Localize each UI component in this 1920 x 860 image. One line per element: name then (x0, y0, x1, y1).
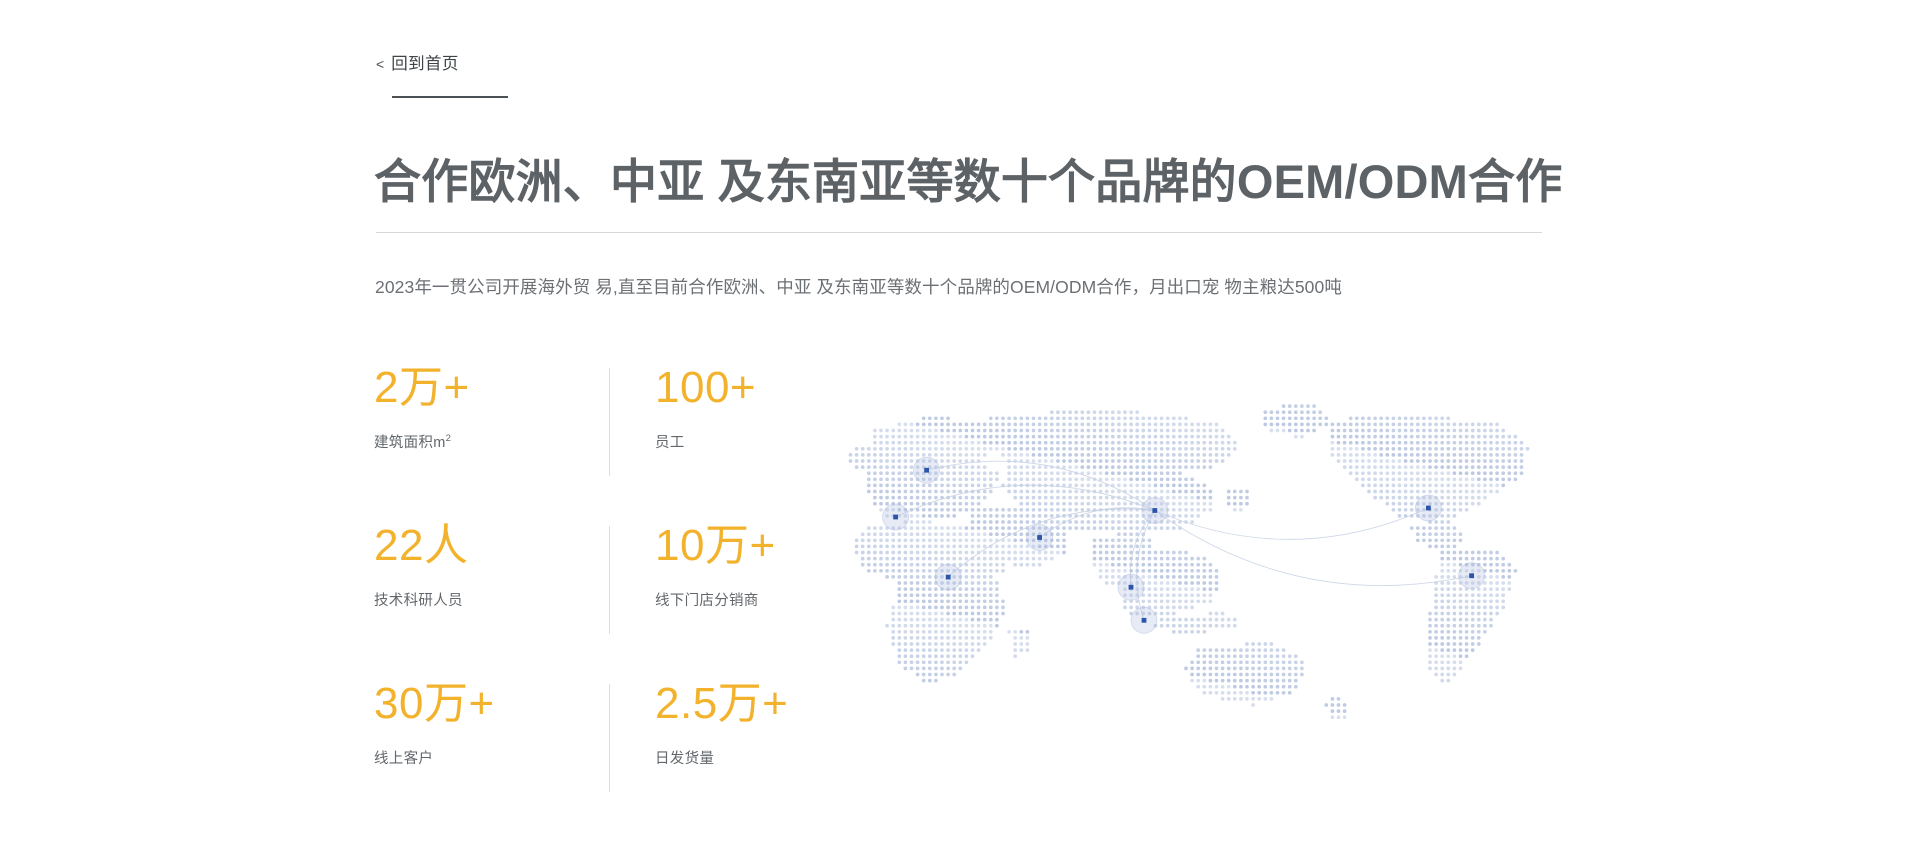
stat-label-text: 线下门店分销商 (655, 593, 759, 609)
stat-label-superscript: 2 (445, 433, 452, 445)
stat-label-text: 日发货量 (655, 751, 715, 767)
title-divider (376, 232, 1542, 233)
world-map-svg (848, 404, 1530, 720)
stat-value: 30万+ (374, 679, 495, 728)
stat-researchers: 22人 技术科研人员 (374, 510, 609, 668)
stat-label: 日发货量 (655, 752, 844, 767)
stat-row: 22人 技术科研人员 10万+ 线下门店分销商 (374, 510, 844, 668)
map-marker-core (893, 514, 898, 520)
stat-label: 线上客户 (374, 752, 609, 767)
map-marker-ring (1458, 562, 1485, 590)
map-marker-ring (913, 456, 940, 484)
stat-label: 建筑面积m2 (374, 433, 609, 451)
map-marker-core (1037, 535, 1042, 540)
statistics-grid: 2万+ 建筑面积m2 100+ 员工 22人 技术科研人员 10万+ 线下门店分… (374, 352, 844, 826)
stat-value: 2万+ (374, 363, 470, 412)
stat-online-customers: 30万+ 线上客户 (374, 668, 609, 826)
stat-building-area: 2万+ 建筑面积m2 (374, 352, 609, 510)
stat-value: 10万+ (655, 521, 776, 570)
map-marker-ring (1130, 606, 1158, 634)
map-connection-arcs (895, 460, 1472, 621)
stat-label-text: 线上客户 (374, 751, 434, 767)
stat-value: 100+ (655, 363, 757, 412)
stat-row: 30万+ 线上客户 2.5万+ 日发货量 (374, 668, 844, 826)
page-title: 合作欧洲、中亚 及东南亚等数十个品牌的OEM/ODM合作 (374, 155, 1563, 209)
stat-offline-distributors: 10万+ 线下门店分销商 (609, 510, 844, 668)
stat-value: 22人 (374, 521, 469, 570)
stat-daily-shipments: 2.5万+ 日发货量 (609, 668, 844, 826)
back-to-home-label: 回到首页 (391, 55, 459, 73)
dotted-world-map (820, 400, 1540, 760)
map-marker-core (1128, 584, 1134, 590)
map-marker-ring (1141, 497, 1169, 524)
stat-label: 员工 (655, 436, 844, 451)
map-marker-ring (1026, 524, 1054, 551)
map-dot-grid (848, 404, 1530, 720)
map-marker-core (924, 467, 929, 473)
map-marker-ring (1415, 494, 1442, 522)
back-link-underline (392, 96, 508, 98)
stat-row: 2万+ 建筑面积m2 100+ 员工 (374, 352, 844, 510)
map-markers (882, 456, 1485, 634)
stat-label: 技术科研人员 (374, 594, 609, 609)
chevron-left-icon: < (376, 56, 385, 72)
stat-label: 线下门店分销商 (655, 594, 844, 609)
map-marker-core (945, 574, 951, 580)
map-marker-ring (934, 563, 962, 591)
map-marker-core (1141, 617, 1147, 623)
stat-value: 2.5万+ (655, 679, 789, 728)
map-marker-core (1152, 508, 1158, 513)
map-marker-ring (1117, 573, 1145, 601)
stat-label-text: 员工 (655, 435, 685, 451)
back-to-home-link[interactable]: < 回到首页 (376, 56, 459, 73)
map-marker-ring (882, 503, 909, 531)
stat-label-text: 技术科研人员 (374, 593, 463, 609)
map-marker-core (1426, 505, 1431, 511)
stat-label-text: 建筑面积m (374, 435, 446, 451)
stat-employees: 100+ 员工 (609, 352, 844, 510)
page-subtitle: 2023年一贯公司开展海外贸 易,直至目前合作欧洲、中亚 及东南亚等数十个品牌的… (375, 276, 1342, 297)
map-marker-core (1469, 573, 1474, 579)
